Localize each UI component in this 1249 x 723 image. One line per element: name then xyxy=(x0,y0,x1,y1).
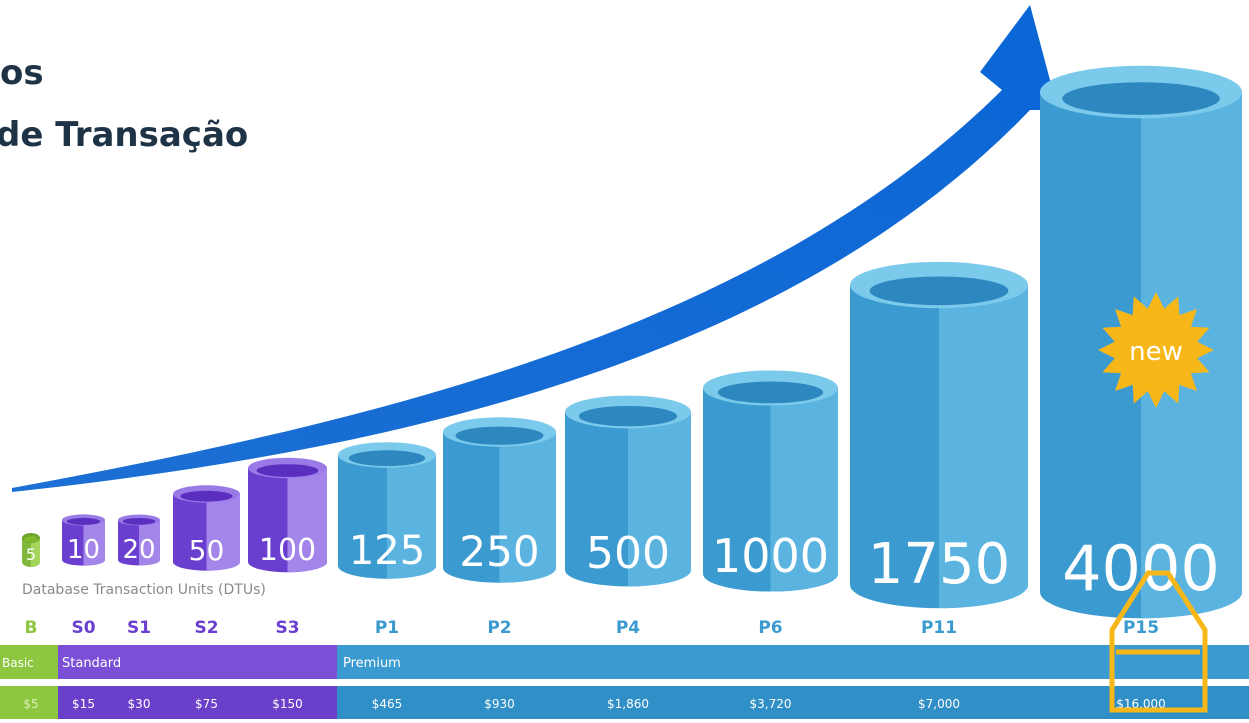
price-label: $7,000 xyxy=(918,697,960,711)
cylinder-highlight xyxy=(139,520,160,566)
cylinder-inner xyxy=(348,450,426,467)
cylinder-inner xyxy=(256,464,319,477)
dtu-value: 100 xyxy=(259,533,316,568)
cylinder-inner xyxy=(180,490,233,502)
dtu-value: 4000 xyxy=(1062,532,1220,605)
cylinder-inner xyxy=(717,381,824,404)
price-label: $3,720 xyxy=(750,697,792,711)
band-basic xyxy=(0,645,58,679)
price-label: $75 xyxy=(195,697,218,711)
tier-label: B xyxy=(25,618,38,638)
price-row-premium xyxy=(337,686,1249,719)
tier-label: S2 xyxy=(194,618,218,638)
highlight-frame xyxy=(1109,570,1208,713)
band-standard xyxy=(58,645,337,679)
cylinder-highlight xyxy=(31,538,40,567)
cylinder-highlight xyxy=(206,494,240,571)
price-label: $150 xyxy=(272,697,303,711)
cylinder-highlight xyxy=(628,412,691,587)
axis-caption: Database Transaction Units (DTUs) xyxy=(22,582,266,598)
dtu-value: 1750 xyxy=(868,532,1011,597)
badge-label: new xyxy=(1129,337,1183,367)
cylinder-highlight xyxy=(499,432,556,583)
dtu-value: 125 xyxy=(349,528,425,574)
new-badge xyxy=(1098,292,1214,408)
cylinder-highlight xyxy=(770,388,838,592)
price-label: $1,860 xyxy=(607,697,649,711)
tier-label: P15 xyxy=(1123,618,1159,638)
dtu-value: 20 xyxy=(122,535,155,565)
dtu-value: 1000 xyxy=(712,529,829,583)
cylinder-inner xyxy=(122,517,156,525)
tier-label: P2 xyxy=(487,618,511,638)
cylinder-inner xyxy=(23,536,39,543)
dtu-value: 250 xyxy=(459,527,539,576)
title-line: os xyxy=(0,53,44,93)
dtu-value: 50 xyxy=(189,534,225,567)
price-label: $930 xyxy=(484,697,515,711)
tier-label: S3 xyxy=(275,618,299,638)
band-label: Basic xyxy=(2,656,34,670)
growth-arrow xyxy=(12,5,1058,492)
cylinder-inner xyxy=(455,426,544,445)
tier-label: P11 xyxy=(921,618,957,638)
price-label: $5 xyxy=(23,697,38,711)
price-label: $465 xyxy=(372,697,403,711)
cylinder-highlight xyxy=(939,285,1028,609)
title-line: de Transação xyxy=(0,115,248,155)
cylinder-inner xyxy=(869,276,1009,306)
cylinders: 5 B $5 10 S0 $15 20 S1 $30 50 S2 $75 100 S3 $150 125 P1 $… xyxy=(22,65,1242,711)
tier-label: S0 xyxy=(71,618,95,638)
cylinder-highlight xyxy=(287,468,327,573)
price-label: $30 xyxy=(128,697,151,711)
dtu-value: 5 xyxy=(26,545,36,564)
band-label: Standard xyxy=(62,656,121,671)
price-row-basic xyxy=(0,686,58,719)
band-label: Premium xyxy=(343,656,401,671)
cylinder-inner xyxy=(578,405,678,427)
dtu-value: 500 xyxy=(586,528,670,579)
price-label: $15 xyxy=(72,697,95,711)
cylinder-inner xyxy=(66,517,101,525)
dtu-value: 10 xyxy=(67,535,100,565)
price-row-standard xyxy=(58,686,337,719)
tier-label: S1 xyxy=(127,618,151,638)
cylinder-highlight xyxy=(83,520,105,566)
cylinder-inner xyxy=(1062,82,1220,115)
tier-label: P4 xyxy=(616,618,640,638)
cylinder-highlight xyxy=(387,455,436,579)
tier-label: P1 xyxy=(375,618,399,638)
band-premium xyxy=(337,645,1249,679)
tier-label: P6 xyxy=(758,618,782,638)
